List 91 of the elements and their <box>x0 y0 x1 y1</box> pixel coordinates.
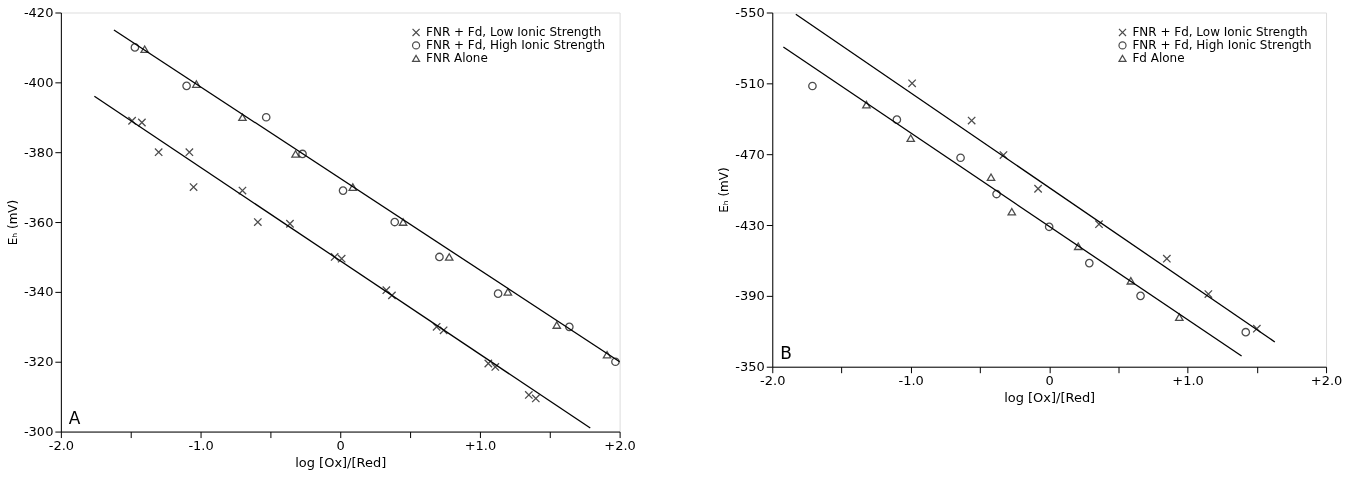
y-tick-label: -510 <box>735 75 765 91</box>
x-axis-title: log [Ox]/[Red] <box>1004 390 1096 406</box>
point <box>1007 207 1017 216</box>
point <box>1033 184 1043 194</box>
point <box>992 189 1001 199</box>
point <box>398 218 408 226</box>
point <box>439 325 448 335</box>
legend-label: FNR + Fd, High Ionic Strength <box>426 38 606 53</box>
point <box>483 359 493 368</box>
y-tick-label: -400 <box>23 74 54 90</box>
legend-label: FNR Alone <box>426 51 488 66</box>
point <box>956 153 965 163</box>
point <box>490 362 500 372</box>
point <box>986 173 996 182</box>
point <box>524 390 534 400</box>
y-tick-label: -350 <box>735 359 765 375</box>
point <box>999 150 1008 160</box>
point <box>967 116 976 125</box>
point <box>189 182 198 192</box>
x-tick-label: 0 <box>1045 373 1054 389</box>
point <box>182 81 191 91</box>
point <box>253 217 263 227</box>
legend-label: FNR + Fd, Low Ionic Strength <box>1132 25 1308 40</box>
point <box>892 115 902 124</box>
point <box>291 150 300 158</box>
x-tick-label: -2.0 <box>760 373 786 389</box>
point <box>1204 289 1213 299</box>
x-tick-label: -2.0 <box>48 438 75 454</box>
point <box>432 322 441 332</box>
x-tick-label: +2.0 <box>604 438 636 454</box>
point <box>1094 219 1104 229</box>
y-tick-label: -380 <box>23 144 54 160</box>
point <box>862 100 871 109</box>
point <box>285 219 295 229</box>
legend-label: FNR + Fd, High Ionic Strength <box>1132 38 1312 53</box>
y-axis-title: Eₕ (mV) <box>5 199 20 246</box>
x-axis-title: log [Ox]/[Red] <box>295 454 387 470</box>
point <box>192 80 201 88</box>
y-tick-label: -390 <box>735 288 765 304</box>
point <box>154 147 163 157</box>
point <box>907 78 917 88</box>
point <box>564 322 574 332</box>
y-tick-label: -430 <box>735 217 765 233</box>
point <box>140 45 150 54</box>
point <box>261 112 271 122</box>
point <box>444 253 454 261</box>
y-axis-title: Eₕ (mV) <box>717 167 732 213</box>
point <box>1044 222 1054 232</box>
point <box>238 186 247 195</box>
y-tick-label: -420 <box>23 4 54 20</box>
point <box>493 289 503 298</box>
point <box>390 217 400 227</box>
point <box>338 186 348 195</box>
point <box>1162 254 1172 264</box>
y-tick-label: -360 <box>23 214 54 230</box>
point <box>503 288 513 296</box>
x-tick-label: 0 <box>336 438 345 454</box>
point <box>602 350 612 359</box>
point <box>348 183 358 191</box>
point <box>906 134 916 143</box>
legend-label: Fd Alone <box>1132 51 1185 66</box>
point <box>387 291 397 300</box>
point <box>435 252 444 262</box>
point <box>1126 276 1136 285</box>
point <box>381 285 391 295</box>
point <box>185 147 194 157</box>
point <box>130 43 140 52</box>
x-tick-label: +1.0 <box>464 438 497 454</box>
point <box>1084 258 1094 268</box>
point <box>298 149 307 159</box>
point <box>552 321 562 329</box>
point <box>531 394 541 403</box>
y-tick-label: -340 <box>23 284 54 300</box>
point <box>238 113 247 122</box>
y-tick-label: -320 <box>23 354 54 370</box>
annotation: B <box>780 342 792 363</box>
x-tick-label: -1.0 <box>898 373 924 389</box>
x-tick-label: +2.0 <box>1310 373 1343 389</box>
y-tick-label: -550 <box>735 4 765 20</box>
legend-label: FNR + Fd, Low Ionic Strength <box>426 25 602 40</box>
point <box>1136 291 1145 301</box>
point <box>1252 324 1262 333</box>
y-tick-label: -470 <box>735 146 765 162</box>
x-tick-label: +1.0 <box>1172 373 1204 389</box>
y-tick-label: -300 <box>23 424 54 440</box>
annotation: A <box>68 407 81 428</box>
point <box>1241 327 1251 337</box>
point <box>808 81 817 91</box>
x-tick-label: -1.0 <box>188 438 214 454</box>
point <box>1073 242 1083 251</box>
point <box>1174 313 1184 321</box>
